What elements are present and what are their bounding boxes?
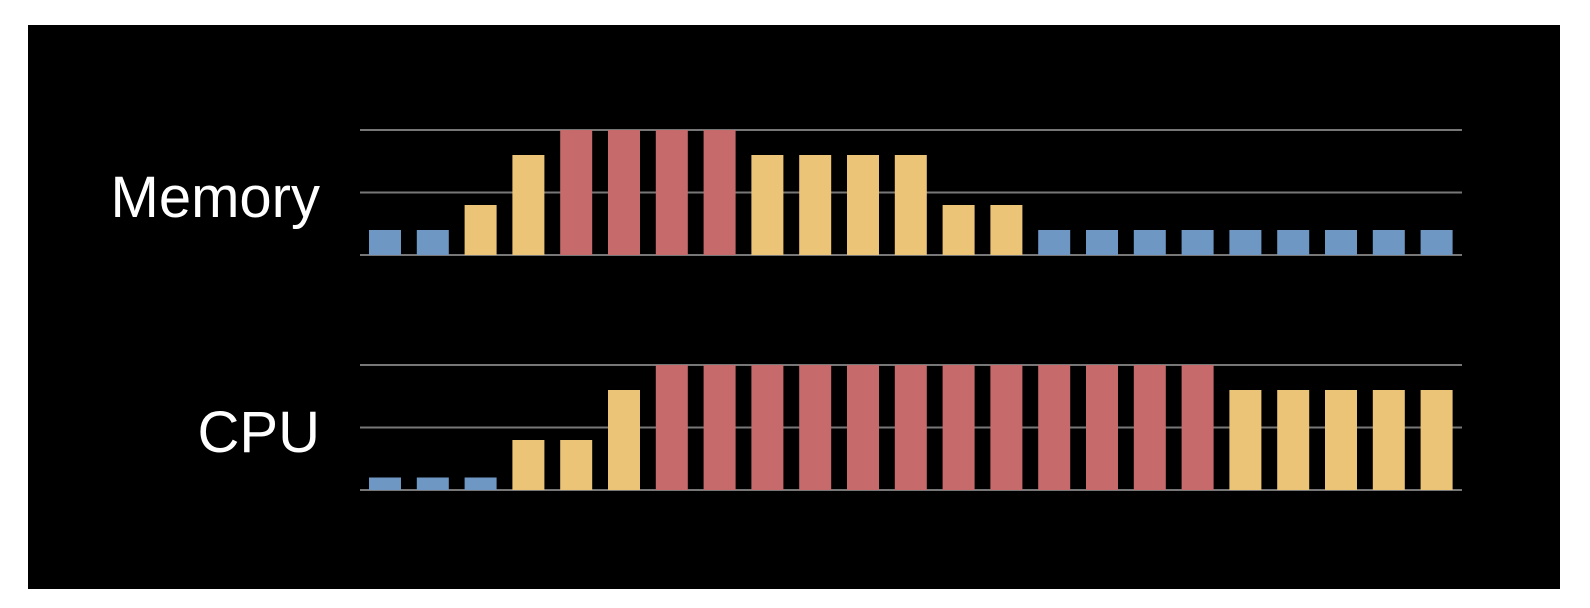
memory-bar	[1038, 230, 1071, 255]
cpu-bar	[416, 477, 449, 490]
cpu-bars	[369, 365, 1453, 490]
cpu-row-label: CPU	[198, 400, 320, 465]
cpu-bar	[1086, 365, 1118, 490]
memory-bar	[942, 205, 975, 255]
memory-bar	[1181, 230, 1214, 255]
memory-bar	[703, 130, 736, 255]
cpu-bar	[608, 390, 640, 490]
memory-bar	[512, 155, 545, 255]
cpu-bar	[847, 365, 879, 490]
cpu-bar	[751, 365, 784, 490]
cpu-bar	[990, 365, 1023, 490]
memory-bar	[1420, 230, 1453, 255]
cpu-bar	[512, 440, 545, 490]
cpu-bar	[942, 365, 975, 490]
cpu-bar	[1038, 365, 1071, 490]
cpu-bar	[703, 365, 736, 490]
memory-bar	[1325, 230, 1357, 255]
memory-bar	[464, 205, 497, 255]
memory-bar	[1133, 230, 1166, 255]
cpu-bar	[894, 365, 927, 490]
cpu-bar	[1372, 390, 1405, 490]
memory-bars	[369, 130, 1453, 255]
memory-bar	[560, 130, 593, 255]
memory-bar	[751, 155, 784, 255]
memory-bar	[894, 155, 927, 255]
memory-row-label: Memory	[111, 165, 320, 230]
memory-bar	[1229, 230, 1262, 255]
memory-bar	[416, 230, 449, 255]
memory-bar	[799, 155, 832, 255]
chart-panel: Memory CPU	[28, 25, 1560, 589]
memory-bar	[1086, 230, 1118, 255]
cpu-bar	[1133, 365, 1166, 490]
memory-bar	[990, 205, 1023, 255]
memory-bar	[1372, 230, 1405, 255]
cpu-bar	[464, 477, 497, 490]
cpu-bar	[560, 440, 593, 490]
cpu-bar	[369, 477, 401, 490]
cpu-bar	[1325, 390, 1357, 490]
cpu-bar	[1277, 390, 1310, 490]
memory-bar	[608, 130, 640, 255]
cpu-bar	[1181, 365, 1214, 490]
memory-bar	[369, 230, 401, 255]
resource-usage-chart: Memory CPU	[111, 129, 1462, 491]
cpu-bar	[799, 365, 832, 490]
memory-bar	[847, 155, 879, 255]
cpu-bar	[1420, 390, 1453, 490]
cpu-bar	[655, 365, 688, 490]
memory-bar	[1277, 230, 1310, 255]
memory-bar	[655, 130, 688, 255]
cpu-bar	[1229, 390, 1262, 490]
